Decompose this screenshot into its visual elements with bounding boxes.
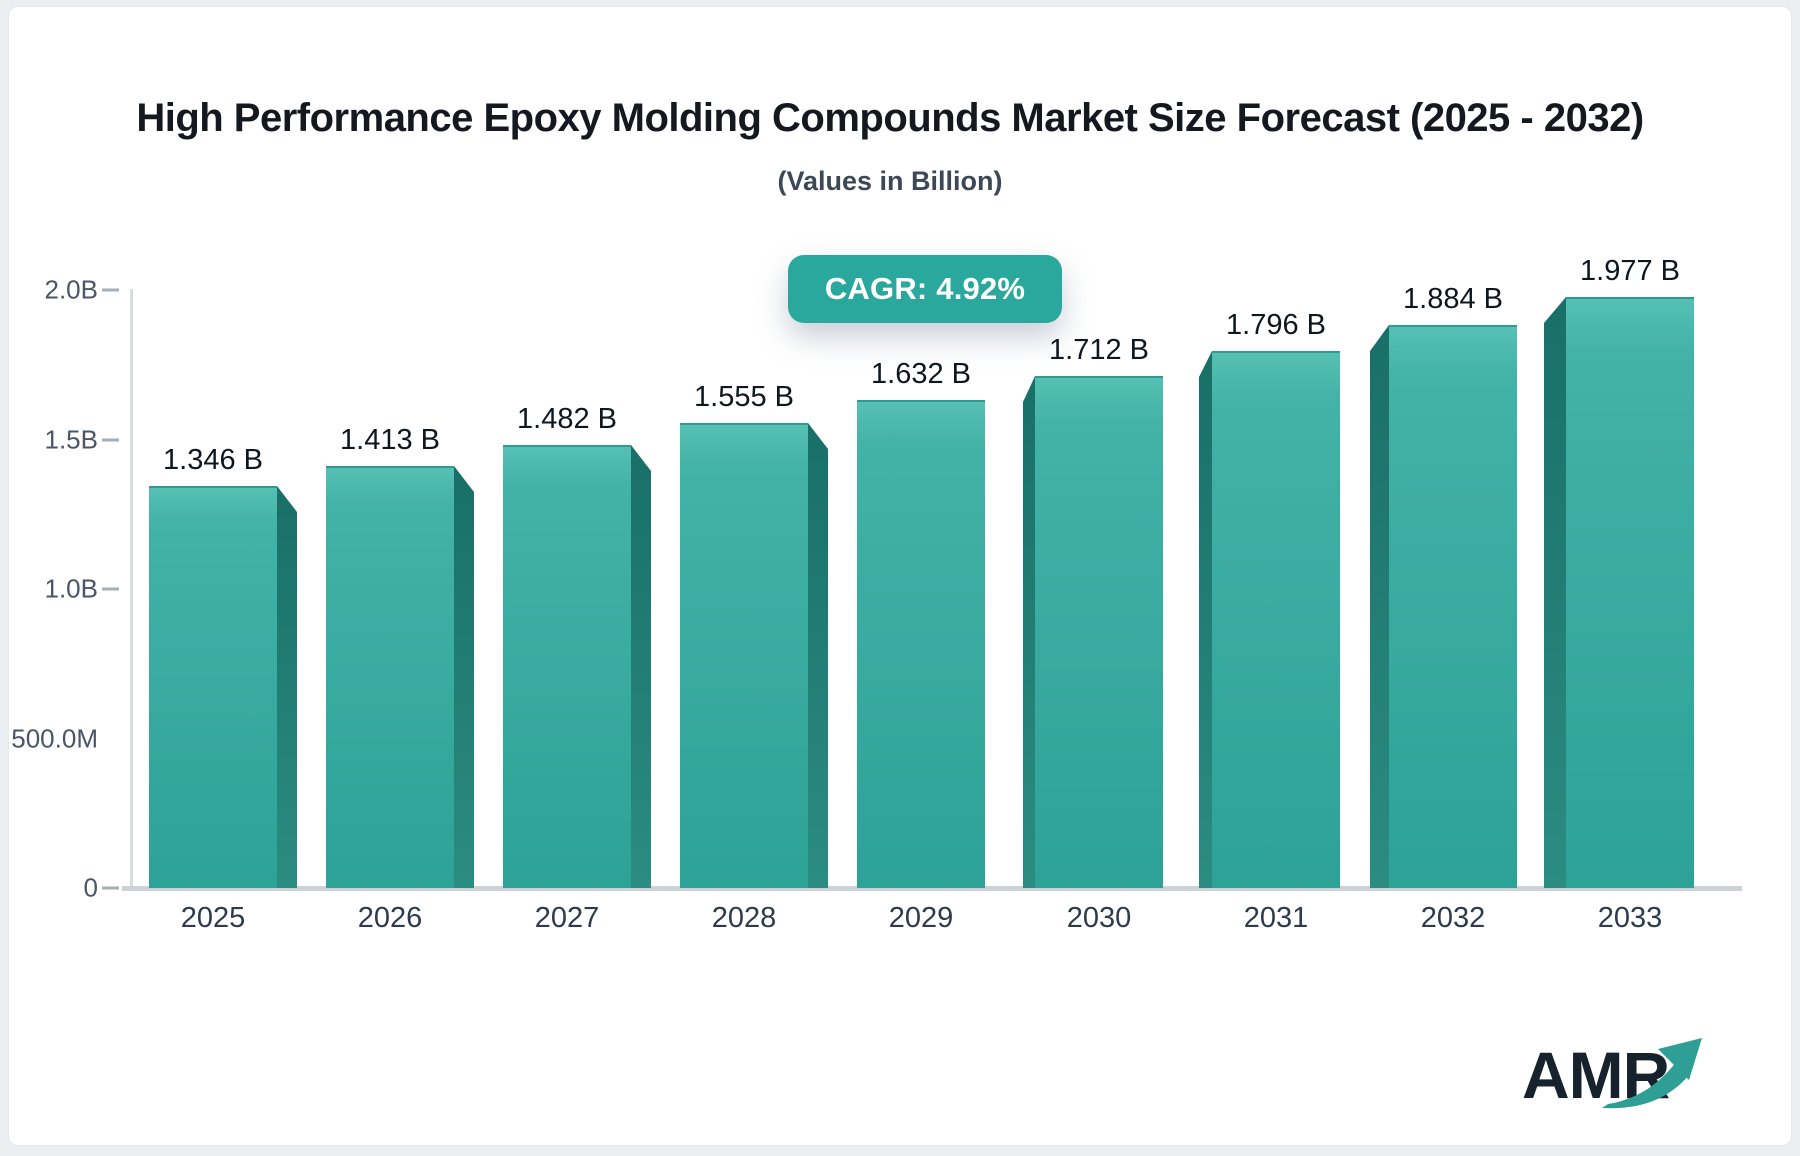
x-tick-label-2028: 2028 bbox=[711, 902, 777, 934]
bar-value-label-2031: 1.796 B bbox=[1226, 309, 1326, 341]
bar-side-face-2028[interactable] bbox=[808, 423, 828, 888]
bar-value-label-2032: 1.884 B bbox=[1403, 283, 1503, 315]
bar-value-label-2026: 1.413 B bbox=[340, 424, 440, 456]
bar-2031[interactable] bbox=[1212, 351, 1340, 888]
y-tick-label-0: 0 bbox=[83, 872, 98, 903]
y-tick-dash-1.5B bbox=[102, 438, 119, 441]
bar-2030[interactable] bbox=[1035, 376, 1163, 888]
y-tick-dash-0 bbox=[102, 886, 119, 890]
bar-value-label-2027: 1.482 B bbox=[517, 403, 617, 435]
x-tick-label-2025: 2025 bbox=[180, 902, 246, 934]
bar-side-face-2031[interactable] bbox=[1199, 351, 1212, 888]
y-tick-dash-1.0B bbox=[102, 587, 119, 591]
x-tick-label-2026: 2026 bbox=[357, 902, 423, 934]
cagr-badge: CAGR: 4.92% bbox=[788, 255, 1062, 323]
bar-side-face-2026[interactable] bbox=[454, 466, 474, 888]
y-tick-label-1.0B: 1.0B bbox=[44, 573, 99, 604]
bar-value-label-2033: 1.977 B bbox=[1580, 255, 1680, 287]
bar-value-label-2025: 1.346 B bbox=[163, 444, 263, 476]
bar-value-label-2028: 1.555 B bbox=[694, 381, 794, 413]
x-tick-label-2033: 2033 bbox=[1597, 902, 1663, 934]
bar-2028[interactable] bbox=[680, 423, 808, 888]
y-tick-dash-2.0B bbox=[102, 288, 119, 292]
chart-title: High Performance Epoxy Molding Compounds… bbox=[136, 96, 1644, 140]
chart-subtitle: (Values in Billion) bbox=[777, 166, 1003, 196]
bar-2033[interactable] bbox=[1566, 297, 1694, 888]
bar-side-face-2033[interactable] bbox=[1544, 297, 1566, 888]
y-tick-label-1.5B: 1.5B bbox=[44, 424, 99, 454]
x-tick-label-2031: 2031 bbox=[1243, 902, 1309, 934]
bar-side-face-2027[interactable] bbox=[631, 445, 651, 888]
trend-up-arrow-icon bbox=[1602, 1038, 1702, 1109]
bar-2027[interactable] bbox=[503, 445, 631, 888]
x-tick-label-2032: 2032 bbox=[1420, 902, 1486, 934]
bar-2025[interactable] bbox=[149, 486, 277, 888]
y-tick-label-2.0B: 2.0B bbox=[44, 274, 99, 305]
y-axis-line bbox=[130, 289, 133, 888]
bar-2029[interactable] bbox=[857, 400, 985, 888]
bar-2032[interactable] bbox=[1389, 325, 1517, 888]
cagr-badge-label: CAGR: 4.92% bbox=[824, 271, 1026, 306]
bar-2026[interactable] bbox=[326, 466, 454, 888]
x-axis-line bbox=[122, 886, 1742, 891]
x-tick-label-2027: 2027 bbox=[534, 902, 600, 934]
bar-side-face-2032[interactable] bbox=[1370, 325, 1389, 888]
bar-value-label-2029: 1.632 B bbox=[871, 358, 971, 390]
amr-logo: AMR bbox=[1522, 1038, 1702, 1112]
y-tick-label-500.0M: 500.0M bbox=[11, 723, 98, 753]
bar-side-face-2025[interactable] bbox=[277, 486, 297, 888]
x-tick-label-2030: 2030 bbox=[1066, 902, 1132, 934]
x-tick-label-2029: 2029 bbox=[888, 902, 954, 934]
bar-side-face-2030[interactable] bbox=[1023, 376, 1035, 888]
bar-value-label-2030: 1.712 B bbox=[1049, 334, 1149, 366]
